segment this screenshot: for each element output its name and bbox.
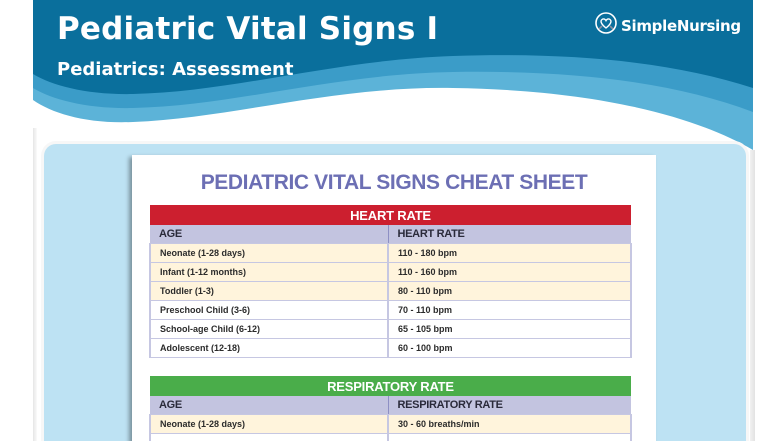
slide-left-shadow [33, 128, 37, 441]
age-cell: School-age Child (6-12) [149, 319, 389, 339]
heart-rate-cell: 110 - 160 bpm [387, 262, 632, 282]
table-row: Neonate (1-28 days) 30 - 60 breaths/min [149, 414, 632, 434]
table-row: Preschool Child (3-6) 70 - 110 bpm [149, 300, 632, 320]
heart-rate-cell: 60 - 100 bpm [387, 338, 632, 358]
page-subtitle: Pediatrics: Assessment [57, 59, 294, 80]
slide: Pediatric Vital Signs I Pediatrics: Asse… [33, 0, 753, 441]
page-title: Pediatric Vital Signs I [57, 11, 439, 47]
age-cell: Adolescent (12-18) [149, 338, 389, 358]
respiratory-rate-cell [387, 433, 632, 441]
slide-right-shadow [750, 150, 755, 441]
respiratory-rate-cell: 30 - 60 breaths/min [387, 414, 632, 434]
age-cell [149, 433, 389, 441]
heart-rate-cell: 110 - 180 bpm [387, 243, 632, 263]
stethoscope-heart-icon [594, 11, 618, 40]
heart-rate-section-header: HEART RATE [150, 205, 631, 225]
brand-logo: SimpleNursing [594, 11, 741, 40]
table-row [149, 433, 632, 441]
age-cell: Neonate (1-28 days) [149, 243, 389, 263]
heart-rate-table: HEART RATE AGE HEART RATE Neonate (1-28 … [149, 205, 632, 358]
table-row: Neonate (1-28 days) 110 - 180 bpm [149, 243, 632, 263]
table-row: Adolescent (12-18) 60 - 100 bpm [149, 338, 632, 358]
cheat-sheet-title: PEDIATRIC VITAL SIGNS CHEAT SHEET [200, 171, 588, 194]
age-cell: Toddler (1-3) [149, 281, 389, 301]
heart-rate-cell: 70 - 110 bpm [387, 300, 632, 320]
column-header-respiratory-rate: RESPIRATORY RATE [387, 396, 631, 415]
table-row: School-age Child (6-12) 65 - 105 bpm [149, 319, 632, 339]
table-row: Toddler (1-3) 80 - 110 bpm [149, 281, 632, 301]
age-cell: Preschool Child (3-6) [149, 300, 389, 320]
brand-name: SimpleNursing [621, 16, 741, 35]
table-row: Infant (1-12 months) 110 - 160 bpm [149, 262, 632, 282]
column-header-heart-rate: HEART RATE [387, 225, 631, 244]
header-wave-banner [33, 0, 753, 150]
respiratory-rate-table: RESPIRATORY RATE AGE RESPIRATORY RATE Ne… [149, 376, 632, 441]
age-cell: Neonate (1-28 days) [149, 414, 389, 434]
respiratory-rate-section-header: RESPIRATORY RATE [150, 376, 631, 396]
cheat-sheet: PEDIATRIC VITAL SIGNS CHEAT SHEET HEART … [132, 155, 656, 441]
heart-rate-cell: 80 - 110 bpm [387, 281, 632, 301]
column-header-age: AGE [150, 225, 388, 244]
heart-rate-cell: 65 - 105 bpm [387, 319, 632, 339]
column-header-age: AGE [150, 396, 388, 415]
age-cell: Infant (1-12 months) [149, 262, 389, 282]
